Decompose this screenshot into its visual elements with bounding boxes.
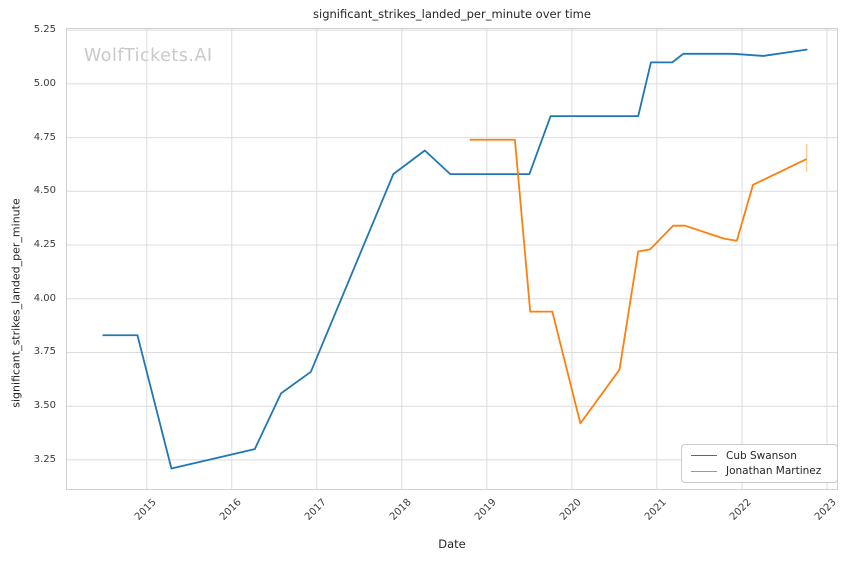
axes-border bbox=[66, 28, 838, 490]
watermark: WolfTickets.AI bbox=[84, 46, 213, 66]
x-tick-label: 2021 bbox=[642, 497, 669, 523]
plot-area bbox=[66, 28, 838, 490]
y-tick-label: 3.25 bbox=[33, 453, 56, 465]
series-line-jonathan-martinez bbox=[469, 138, 807, 425]
chart-title: significant_strikes_landed_per_minute ov… bbox=[313, 7, 591, 21]
x-tick-label: 2016 bbox=[217, 497, 244, 523]
x-tick-label: 2022 bbox=[727, 497, 754, 523]
y-tick-label: 5.00 bbox=[33, 77, 56, 89]
y-tick-label: 3.75 bbox=[33, 346, 56, 358]
x-tick-label: 2023 bbox=[812, 497, 839, 523]
series-line-cub-swanson bbox=[102, 48, 808, 470]
x-tick-label: 2019 bbox=[472, 497, 499, 523]
y-tick-label: 4.50 bbox=[33, 185, 56, 197]
legend-line-swatch-cub-swanson bbox=[691, 455, 717, 457]
x-tick-label: 2017 bbox=[302, 497, 329, 523]
x-axis-label: Date bbox=[438, 537, 466, 551]
y-tick-label: 5.25 bbox=[33, 24, 56, 36]
legend-item: Cub Swanson bbox=[691, 450, 828, 462]
y-tick-label: 4.75 bbox=[33, 131, 56, 143]
x-tick-label: 2015 bbox=[132, 497, 159, 523]
y-tick-label: 4.00 bbox=[33, 292, 56, 304]
legend-item: Jonathan Martinez bbox=[691, 465, 828, 477]
y-tick-label: 4.25 bbox=[33, 239, 56, 251]
legend-label: Cub Swanson bbox=[726, 449, 797, 462]
x-tick-label: 2020 bbox=[557, 497, 584, 523]
legend-label: Jonathan Martinez bbox=[726, 465, 822, 478]
legend-line-swatch-jonathan-martinez bbox=[691, 470, 717, 472]
legend: Cub Swanson Jonathan Martinez bbox=[681, 444, 838, 483]
x-tick-label: 2018 bbox=[387, 497, 414, 523]
y-tick-label: 3.50 bbox=[33, 400, 56, 412]
